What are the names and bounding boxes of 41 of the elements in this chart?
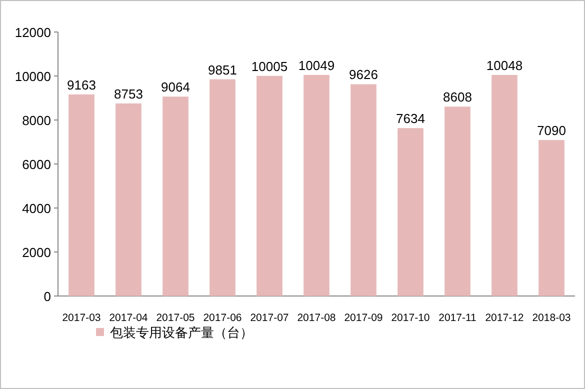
data-label: 8753 — [114, 86, 143, 102]
data-label: 10049 — [298, 58, 335, 73]
data-label: 10048 — [486, 58, 523, 73]
data-label: 9626 — [349, 67, 378, 82]
data-label: 9851 — [208, 62, 237, 78]
x-tick-label: 2017-03 — [62, 312, 101, 324]
x-tick-label: 2017-07 — [250, 312, 289, 324]
bar — [538, 140, 564, 296]
y-tick-label: 12000 — [14, 25, 51, 40]
x-tick-label: 2017-10 — [391, 312, 430, 324]
x-tick-label: 2018-03 — [532, 312, 571, 324]
bar — [398, 128, 424, 296]
legend-label: 包装专用设备产量（台） — [110, 325, 253, 340]
x-tick-label: 2017-08 — [297, 312, 336, 324]
bar — [350, 84, 376, 296]
x-tick-label: 2017-05 — [156, 312, 195, 324]
bar — [68, 94, 94, 296]
bar — [162, 96, 188, 296]
x-tick-label: 2017-04 — [109, 312, 148, 324]
data-label: 9064 — [161, 80, 190, 95]
data-label: 7090 — [537, 123, 566, 138]
y-tick-label: 8000 — [22, 113, 51, 128]
y-tick-label: 10000 — [14, 69, 51, 84]
y-tick-label: 0 — [44, 289, 51, 304]
y-tick-label: 4000 — [22, 201, 51, 216]
bar — [492, 74, 518, 296]
data-label: 7634 — [396, 111, 425, 126]
x-tick-label: 2017-06 — [203, 312, 242, 324]
data-label: 8608 — [443, 90, 472, 105]
x-tick-label: 2017-12 — [485, 312, 524, 324]
data-label: 9163 — [67, 77, 96, 92]
bar — [210, 79, 236, 296]
x-tick-label: 2017-09 — [344, 312, 383, 324]
x-tick-label: 2017-11 — [438, 312, 477, 324]
data-label: 10005 — [251, 58, 288, 74]
y-tick-label: 6000 — [22, 157, 51, 172]
bar — [304, 74, 330, 296]
bar — [256, 76, 282, 296]
bar — [444, 106, 470, 296]
bar — [116, 103, 142, 296]
y-tick-label: 2000 — [22, 245, 51, 260]
